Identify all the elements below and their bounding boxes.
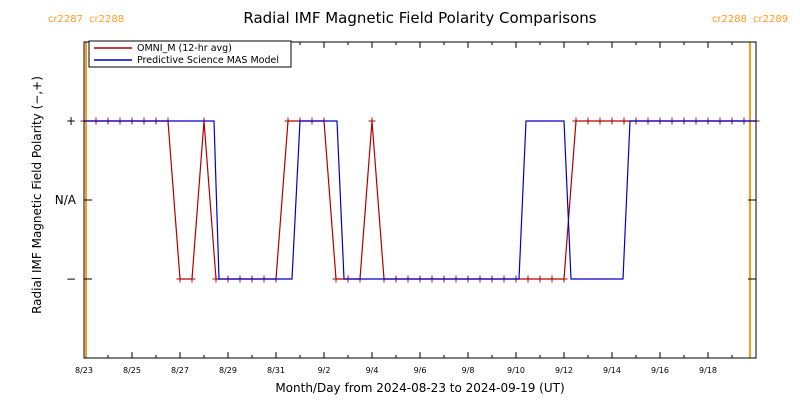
carrington-label-left: cr2287: [48, 14, 83, 25]
series-point-0: [176, 275, 184, 283]
legend-label-mas: Predictive Science MAS Model: [137, 55, 279, 66]
legend-box: [88, 40, 292, 68]
x-tick-label: 9/8: [462, 366, 475, 375]
series-point-0: [536, 275, 544, 283]
chart-title: Radial IMF Magnetic Field Polarity Compa…: [243, 9, 596, 27]
carrington-labels: cr2287 cr2288 cr2288 cr2289: [48, 14, 788, 25]
series-point-0: [188, 275, 196, 283]
y-axis-ticks: + N/A −: [55, 114, 756, 286]
series-point-0: [572, 117, 580, 125]
series-point-0: [596, 117, 604, 125]
x-tick-label: 9/4: [366, 366, 379, 375]
plot-frame: [83, 41, 757, 359]
series-line-0: [84, 120, 756, 280]
series-point-0: [524, 275, 532, 283]
x-tick-label: 9/12: [555, 366, 573, 375]
carrington-label-right: cr2288: [89, 14, 124, 25]
x-tick-label: 8/25: [123, 366, 141, 375]
x-tick-label: 9/10: [507, 366, 525, 375]
series-layer: [80, 117, 760, 283]
x-tick-label: 8/27: [171, 366, 189, 375]
series-point-0: [620, 117, 628, 125]
series-point-0: [212, 275, 220, 283]
legend: OMNI_M (12-hr avg) Predictive Science MA…: [88, 40, 292, 68]
legend-label-omni: OMNI_M (12-hr avg): [137, 43, 232, 54]
carrington-label-left: cr2288: [712, 14, 747, 25]
series-point-0: [608, 117, 616, 125]
y-axis-label: Radial IMF Magnetic Field Polarity (−,+): [30, 76, 44, 314]
carrington-lines: [85, 42, 751, 358]
x-tick-label: 8/29: [219, 366, 237, 375]
x-tick-label: 9/6: [414, 366, 427, 375]
x-tick-label: 8/23: [75, 366, 93, 375]
series-point-0: [284, 117, 292, 125]
series-point-0: [548, 275, 556, 283]
series-line-1: [84, 120, 756, 280]
x-tick-label: 9/2: [318, 366, 331, 375]
series-point-0: [560, 275, 568, 283]
series-point-0: [332, 275, 340, 283]
y-tick-label: +: [66, 114, 76, 128]
x-tick-label: 9/18: [699, 366, 717, 375]
series-point-0: [584, 117, 592, 125]
x-axis-ticks: 8/23 8/25 8/27 8/29 8/31 9/2 9/4 9/6 9/8 9/10 9/12…: [75, 42, 757, 375]
x-axis-label: Month/Day from 2024-08-23 to 2024-09-19 …: [275, 381, 564, 395]
x-tick-label: 8/31: [267, 366, 285, 375]
y-tick-label: N/A: [55, 193, 77, 207]
carrington-label-right: cr2289: [753, 14, 788, 25]
y-tick-label: −: [66, 272, 76, 286]
x-tick-label: 9/16: [651, 366, 669, 375]
x-tick-label: 9/14: [603, 366, 621, 375]
series-point-0: [368, 117, 376, 125]
